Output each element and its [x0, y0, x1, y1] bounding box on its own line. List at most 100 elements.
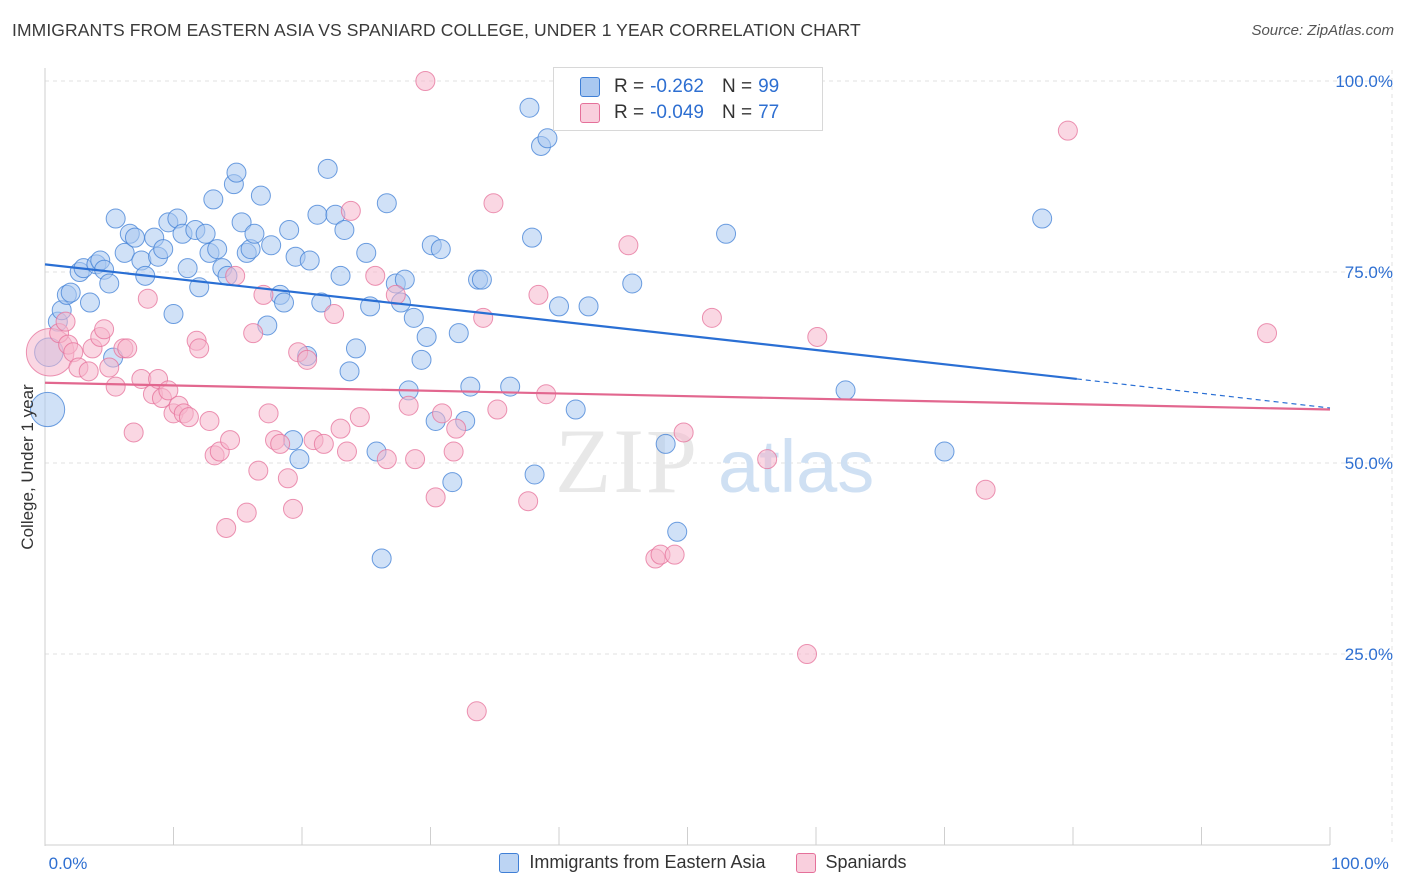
watermark-zip: ZIP [555, 410, 699, 512]
point-eastern-asia [716, 223, 737, 244]
point-spaniards [483, 193, 504, 214]
point-eastern-asia [448, 323, 469, 344]
x-tick-label: 0.0% [49, 854, 88, 873]
point-eastern-asia [311, 292, 332, 313]
point-spaniards [405, 449, 426, 470]
point-eastern-asia [934, 441, 955, 462]
point-eastern-asia [345, 338, 366, 359]
point-eastern-asia [519, 97, 540, 118]
point-spaniards [297, 349, 318, 370]
point-spaniards [117, 338, 138, 359]
point-eastern-asia [279, 219, 300, 240]
point-eastern-asia [307, 204, 328, 225]
point-eastern-asia [195, 223, 216, 244]
chart-title: IMMIGRANTS FROM EASTERN ASIA VS SPANIARD… [12, 20, 861, 40]
point-spaniards [446, 418, 467, 439]
point-spaniards [283, 498, 304, 519]
point-spaniards [487, 399, 508, 420]
point-spaniards [807, 326, 828, 347]
point-eastern-asia [339, 361, 360, 382]
point-eastern-asia [163, 304, 184, 325]
point-spaniards [1057, 120, 1078, 141]
x-tick-label: 100.0% [1331, 854, 1389, 873]
y-axis-label: College, Under 1 year [18, 384, 37, 550]
point-spaniards [757, 449, 778, 470]
points-layer [25, 71, 1278, 722]
point-spaniards [797, 644, 818, 664]
point-eastern-asia [177, 258, 198, 279]
point-eastern-asia [244, 223, 265, 244]
point-eastern-asia [411, 349, 432, 370]
point-spaniards [466, 701, 487, 722]
trend-layer [44, 263, 1331, 411]
legend-item-eastern-asia[interactable]: Immigrants from Eastern Asia [499, 852, 766, 873]
point-eastern-asia [524, 464, 545, 485]
point-spaniards [443, 441, 464, 462]
point-eastern-asia [376, 193, 397, 214]
point-spaniards [248, 460, 269, 481]
point-spaniards [105, 376, 126, 397]
legend-label: Spaniards [825, 852, 907, 872]
point-spaniards [975, 479, 996, 500]
point-spaniards [528, 284, 549, 305]
point-spaniards [55, 311, 76, 332]
y-tick-label: 75.0% [1345, 263, 1393, 282]
point-spaniards [99, 357, 120, 378]
legend-r-value: -0.049 [650, 102, 704, 123]
legend-r-value: -0.262 [650, 76, 704, 97]
legend-n-value: 77 [758, 102, 780, 123]
point-spaniards [270, 433, 291, 454]
point-eastern-asia [471, 269, 492, 290]
point-eastern-asia [79, 292, 100, 313]
point-eastern-asia [289, 449, 310, 470]
axes-layer [44, 68, 1331, 846]
point-spaniards [137, 288, 158, 309]
legend-r-label: R = [614, 76, 645, 97]
point-eastern-asia [334, 219, 355, 240]
point-spaniards [216, 517, 237, 538]
point-eastern-asia [250, 185, 271, 206]
point-eastern-asia [207, 239, 228, 260]
correlation-legend: R = -0.262 N = 99 R = -0.049 N = 77 [553, 67, 823, 131]
point-eastern-asia [460, 376, 481, 397]
point-spaniards [673, 422, 694, 443]
point-eastern-asia [105, 208, 126, 229]
legend-item-spaniards[interactable]: Spaniards [795, 852, 907, 873]
point-eastern-asia [261, 235, 282, 256]
point-spaniards [376, 449, 397, 470]
point-eastern-asia [578, 296, 599, 317]
legend-n-label: N = [721, 102, 753, 123]
point-eastern-asia [371, 548, 392, 569]
point-eastern-asia [226, 162, 247, 183]
point-spaniards [349, 407, 370, 428]
point-spaniards [336, 441, 357, 462]
point-eastern-asia [416, 326, 437, 347]
point-spaniards [189, 338, 210, 359]
legend-swatch-pink [795, 852, 816, 873]
series-legend: Immigrants from Eastern Asia Spaniards [0, 852, 1406, 873]
point-eastern-asia [430, 239, 451, 260]
point-spaniards [398, 395, 419, 416]
point-spaniards [618, 235, 639, 256]
tick-label-layer: 25.0% 50.0% 75.0% 100.0% 0.0% 100.0% [49, 72, 1393, 873]
point-eastern-asia [231, 212, 252, 233]
point-eastern-asia [565, 399, 586, 420]
point-eastern-asia [29, 391, 66, 428]
point-eastern-asia [667, 521, 688, 542]
point-eastern-asia [655, 433, 676, 454]
grid-layer [45, 70, 1393, 845]
legend-n-value: 99 [758, 76, 780, 97]
point-spaniards [518, 491, 539, 512]
legend-swatch-blue [499, 852, 520, 873]
legend-n-label: N = [721, 76, 753, 97]
trendline-eastern-asia [44, 263, 1077, 381]
point-eastern-asia [622, 273, 643, 294]
point-spaniards [243, 323, 264, 344]
point-spaniards [220, 430, 241, 451]
point-eastern-asia [153, 239, 174, 260]
source-label: Source: ZipAtlas.com [1251, 22, 1394, 39]
legend-row-blue: R = -0.262 N = 99 [580, 75, 779, 99]
trendline-spaniards [44, 381, 1331, 411]
point-eastern-asia [114, 242, 135, 263]
